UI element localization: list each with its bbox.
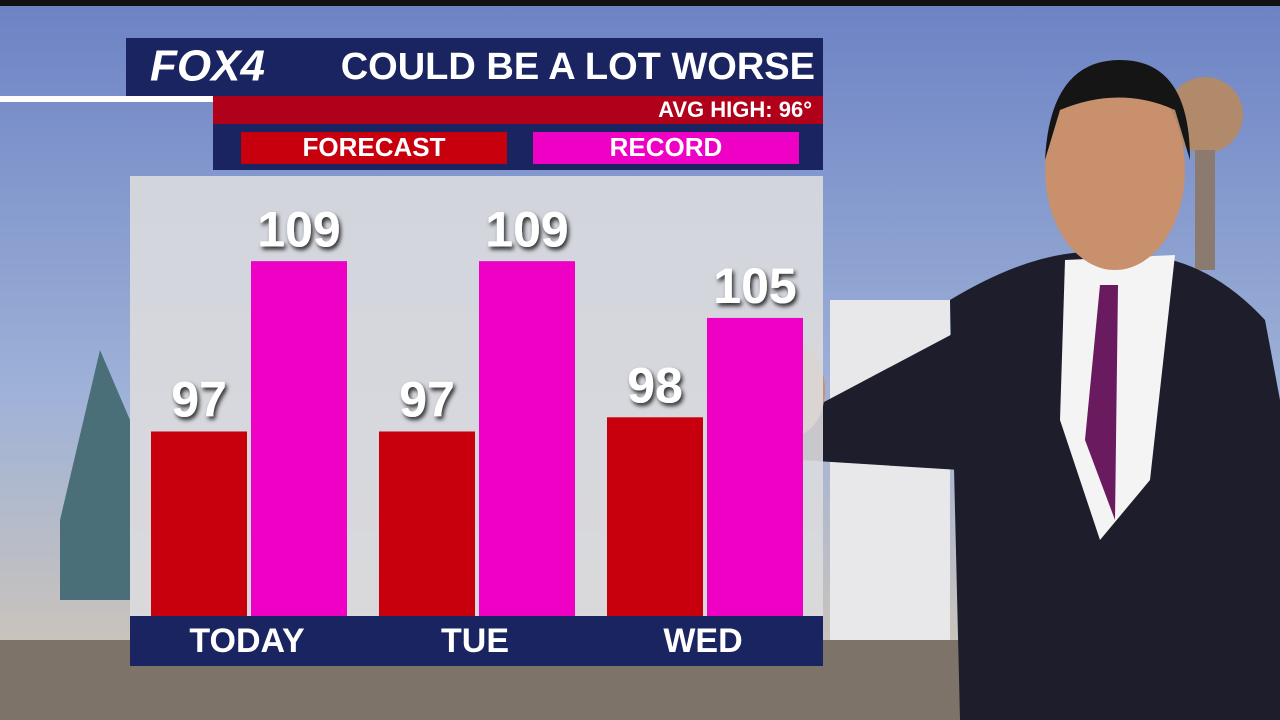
value-label: 98 <box>627 357 683 413</box>
logo: FOX4 <box>150 42 265 91</box>
legend-label: RECORD <box>610 132 723 162</box>
tower <box>1195 150 1215 270</box>
category-band <box>130 616 823 666</box>
bar <box>251 261 347 616</box>
value-label: 109 <box>485 201 568 257</box>
building <box>60 350 130 600</box>
annotation-bar <box>213 96 823 124</box>
chart-title: COULD BE A LOT WORSE <box>341 46 815 88</box>
legend-swatch <box>533 132 799 164</box>
x-tick-label: WED <box>663 622 742 660</box>
legend-label: FORECAST <box>303 132 446 162</box>
bar <box>379 431 475 616</box>
value-label: 97 <box>171 372 227 428</box>
bar <box>151 431 247 616</box>
x-tick-label: TODAY <box>189 622 305 660</box>
bar <box>607 417 703 616</box>
top-edge <box>0 0 1280 6</box>
accent-line <box>0 96 215 102</box>
annotation: AVG HIGH: 96° <box>658 97 812 122</box>
presenter <box>765 60 1280 720</box>
value-label: 109 <box>257 201 340 257</box>
legend-swatch <box>241 132 507 164</box>
bar <box>707 317 803 616</box>
title-panel <box>126 38 823 96</box>
x-tick-label: TUE <box>441 622 509 660</box>
bar <box>479 261 575 616</box>
value-label: 97 <box>399 372 455 428</box>
value-label: 105 <box>713 258 796 314</box>
